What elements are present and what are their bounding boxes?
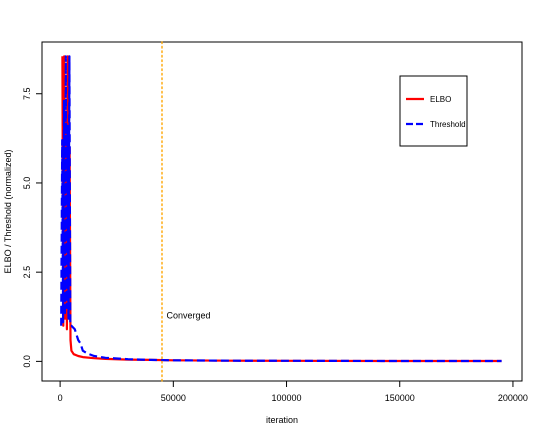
x-tick-label: 0: [58, 393, 63, 403]
legend: ELBO Threshold: [399, 75, 468, 147]
y-tick-label: 2.5: [22, 266, 32, 279]
x-tick-label: 100000: [272, 393, 302, 403]
x-axis-title: iteration: [266, 415, 298, 425]
x-tick-label: 50000: [161, 393, 186, 403]
x-tick-label: 150000: [385, 393, 415, 403]
legend-label-threshold: Threshold: [430, 120, 466, 129]
annotation-layer: Converged: [161, 41, 211, 382]
y-tick-label: 0.0: [22, 355, 32, 368]
legend-label-elbo: ELBO: [430, 95, 451, 104]
axes-layer: 0 50000 100000 150000 200000 0.0 2.5 5.0 7.5 iter…: [3, 41, 528, 425]
y-tick-label: 5.0: [22, 177, 32, 190]
series-layer: [60, 55, 502, 363]
converged-annotation: Converged: [167, 311, 211, 321]
series-line-threshold: [60, 55, 502, 363]
x-tick-label: 200000: [498, 393, 528, 403]
y-axis-title: ELBO / Threshold (normalized): [3, 150, 13, 274]
legend-box: [399, 75, 468, 147]
y-tick-label: 7.5: [22, 87, 32, 100]
plot-frame: [41, 41, 523, 382]
